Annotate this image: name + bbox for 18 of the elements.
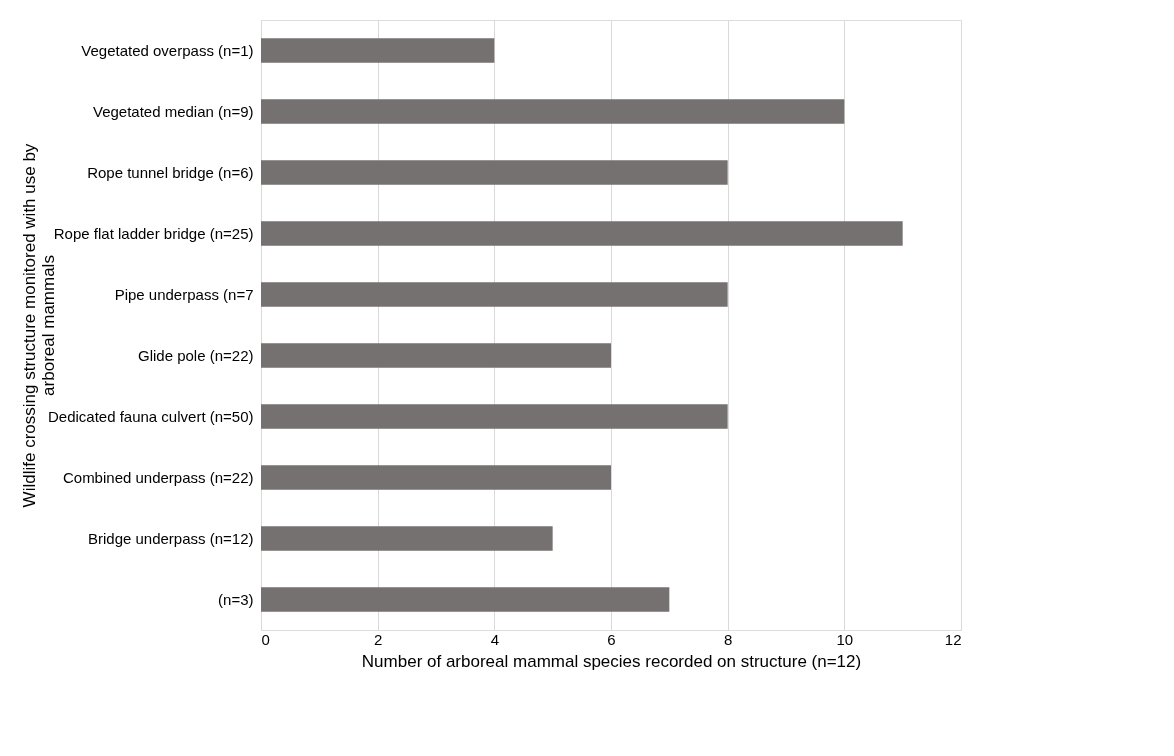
y-tick-label: Combined underpass (n=22) — [62, 468, 254, 486]
y-tick-label: (n=3) — [218, 590, 254, 608]
x-tick-label: 4 — [490, 630, 500, 648]
x-tick-label: 8 — [723, 630, 733, 648]
y-tick-label: Bridge underpass (n=12) — [87, 529, 254, 547]
x-tick-label: 2 — [373, 630, 383, 648]
x-tick-label: 6 — [607, 630, 616, 648]
y-tick-label: Pipe underpass (n=7 — [114, 285, 254, 303]
y-tick-label: Rope tunnel bridge (n=6) — [87, 163, 254, 181]
x-tick-label: 10 — [836, 630, 854, 648]
y-tick-label: Glide pole (n=22) — [138, 346, 254, 364]
y-tick-label: Dedicated fauna culvert (n=50) — [47, 407, 254, 425]
y-tick-label: Vegetated median (n=9) — [92, 102, 254, 120]
x-tick-label: 12 — [944, 630, 962, 648]
x-tick-label: 0 — [261, 630, 270, 648]
y-tick-label: Vegetated overpass (n=1) — [81, 41, 254, 59]
y-tick-label: Rope flat ladder bridge (n=25) — [53, 224, 254, 242]
x-axis-title: Number of arboreal mammal species recorded on structure (n=12) — [361, 651, 862, 671]
